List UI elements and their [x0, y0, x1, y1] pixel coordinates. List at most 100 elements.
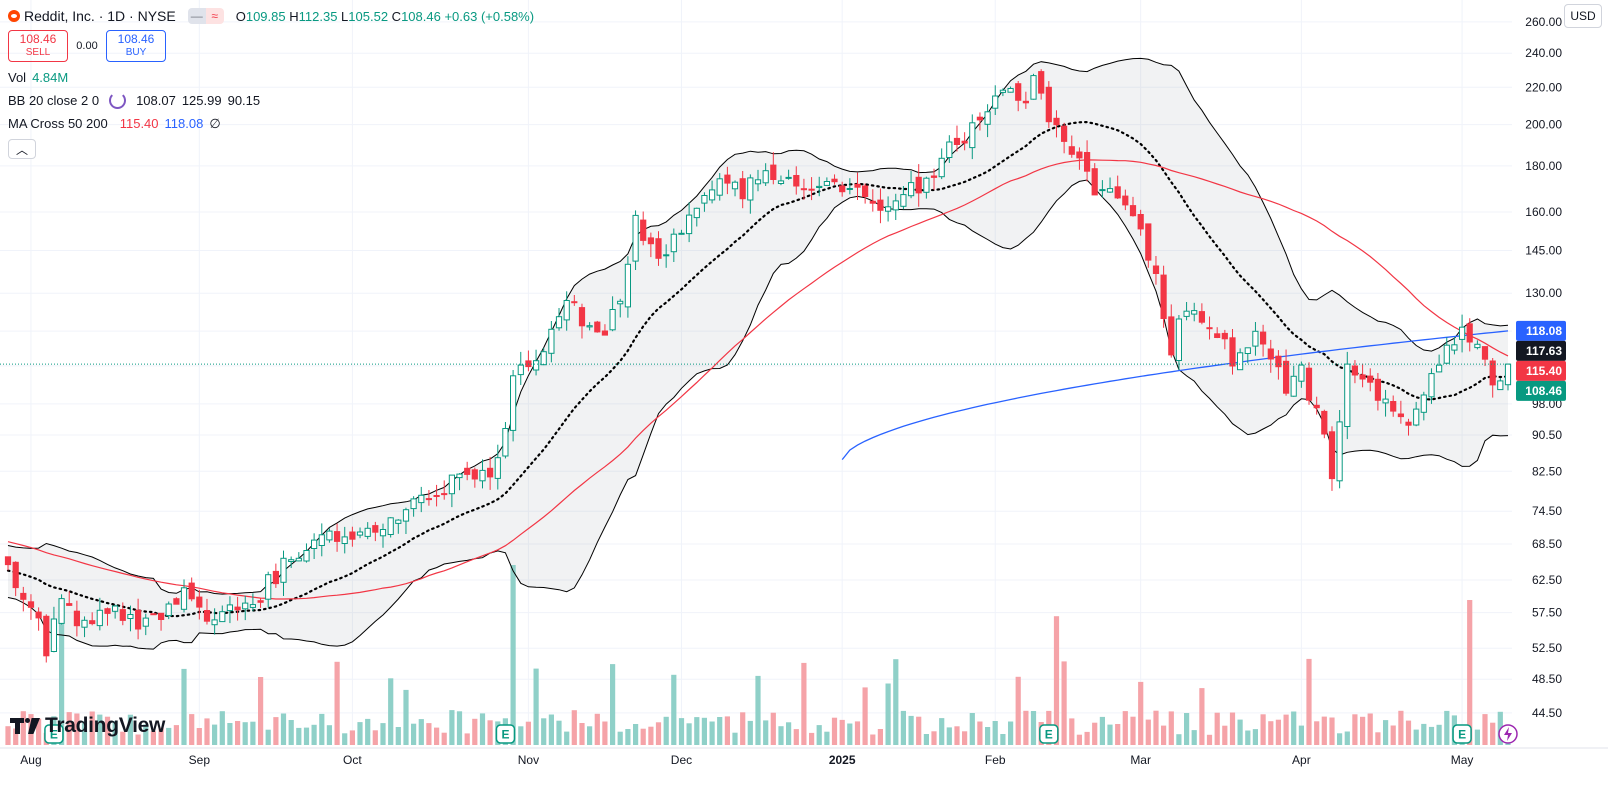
volume-bar: [81, 721, 88, 745]
candle-body: [288, 559, 295, 563]
candle-body: [908, 182, 915, 197]
price-tick-label: 62.50: [1532, 573, 1562, 587]
price-tick-label: 240.00: [1525, 46, 1562, 60]
volume-bar: [1398, 710, 1404, 745]
volume-bar: [1444, 710, 1450, 745]
indicator-volume[interactable]: Vol 4.84M: [8, 70, 69, 85]
candle-body: [257, 600, 264, 603]
candle-body: [517, 364, 524, 376]
candle-body: [1068, 146, 1075, 155]
collapse-legend-button[interactable]: ︿: [8, 139, 36, 159]
volume-bar: [525, 721, 531, 745]
svg-text:115.40: 115.40: [1526, 364, 1562, 378]
indicator-bollinger[interactable]: BB 20 close 2 0 108.07 125.99 90.15: [8, 92, 261, 109]
candle-body: [1328, 431, 1336, 480]
volume-bar: [778, 726, 784, 745]
candle-body: [1168, 316, 1175, 356]
candle-body: [58, 598, 65, 624]
symbol-title[interactable]: Reddit, Inc. · 1D · NYSE: [24, 8, 176, 24]
candle-body: [119, 609, 126, 621]
candle-body: [1053, 117, 1060, 126]
candle-body: [165, 603, 172, 617]
candle-body: [915, 176, 922, 194]
price-tick-label: 44.50: [1532, 706, 1562, 720]
candle-body: [793, 175, 800, 187]
candle-body: [203, 610, 211, 622]
chart-mode-toggle[interactable]: — ≈: [187, 8, 224, 24]
volume-bar: [1405, 720, 1412, 745]
volume-bar: [1008, 721, 1014, 745]
volume-bar: [1229, 712, 1236, 745]
svg-text:117.63: 117.63: [1526, 344, 1562, 358]
candle-body: [678, 232, 685, 235]
volume-bar: [1367, 713, 1373, 745]
volume-bar: [533, 668, 539, 745]
svg-text:E: E: [501, 728, 509, 742]
candle-body: [1336, 421, 1343, 482]
candle-body: [540, 351, 547, 366]
tradingview-logo[interactable]: TradingView: [10, 714, 165, 738]
volume-bar: [319, 713, 325, 745]
volume-bar: [678, 718, 685, 745]
candle-body: [356, 531, 364, 536]
volume-bar: [1199, 688, 1205, 745]
candle-body: [242, 602, 249, 610]
candle-body: [104, 608, 111, 614]
candle-body: [930, 175, 938, 178]
candle-body: [923, 177, 930, 193]
candle-body: [1175, 318, 1183, 361]
time-tick-label: Dec: [671, 753, 692, 767]
candle-body: [609, 309, 616, 331]
candle-body: [1459, 326, 1466, 340]
price-tag: 117.63: [1516, 340, 1566, 361]
price-tick-label: 82.50: [1532, 464, 1562, 478]
volume-bar: [1321, 716, 1327, 745]
volume-bar: [985, 727, 991, 745]
line-style-icon[interactable]: —: [187, 8, 206, 24]
volume-bar: [135, 734, 141, 745]
candle-body: [425, 498, 432, 501]
candle-body: [900, 194, 907, 207]
candle-body: [96, 609, 103, 627]
currency-selector[interactable]: USD: [1564, 4, 1602, 28]
candle-body: [1091, 168, 1098, 196]
candle-body: [219, 611, 226, 623]
candle-body: [211, 619, 218, 626]
candle-body: [823, 181, 830, 186]
volume-bar: [571, 710, 577, 745]
candle-body: [402, 509, 410, 522]
volume-bar: [770, 712, 776, 745]
volume-bar: [434, 727, 440, 745]
indicator-ma-cross[interactable]: MA Cross 50 200 115.40 118.08 ∅: [8, 115, 221, 132]
candle-body: [655, 238, 662, 259]
volume-bar: [1329, 717, 1335, 745]
candle-body: [594, 321, 601, 333]
candle-body: [1122, 195, 1129, 206]
candle-body: [754, 179, 762, 185]
volume-bar: [564, 731, 570, 745]
volume-bar: [854, 721, 861, 745]
candle-body: [387, 517, 394, 535]
volume-bar: [20, 711, 26, 745]
candle-body: [66, 603, 73, 606]
volume-bar: [388, 678, 394, 745]
sell-button[interactable]: 108.46 SELL: [8, 30, 68, 62]
candle-body: [892, 200, 899, 211]
volume-bar: [1000, 734, 1006, 745]
earnings-marker-icon: E: [44, 724, 64, 744]
time-tick-label: Nov: [518, 753, 539, 767]
volume-bar: [809, 732, 815, 745]
volume-bar: [150, 731, 156, 745]
candle-body: [1428, 373, 1435, 398]
volume-bar: [663, 716, 669, 745]
volume-bar: [1138, 681, 1144, 745]
volume-bar: [250, 721, 256, 745]
volume-bar: [13, 728, 19, 745]
volume-bar: [755, 675, 761, 745]
candle-body: [1244, 347, 1251, 354]
volume-bar: [479, 713, 486, 745]
compare-icon[interactable]: ≈: [205, 8, 224, 24]
candle-body: [249, 604, 257, 608]
buy-button[interactable]: 108.46 BUY: [106, 30, 166, 62]
